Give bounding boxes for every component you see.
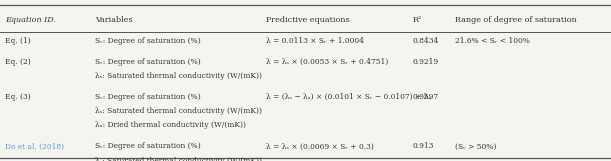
Text: λ = λₛ × (0.0069 × Sᵣ + 0.3): λ = λₛ × (0.0069 × Sᵣ + 0.3) (266, 142, 374, 150)
Text: 21.6% < Sᵣ < 100%: 21.6% < Sᵣ < 100% (455, 37, 530, 45)
Text: R²: R² (412, 16, 422, 24)
Text: λₛ: Saturated thermal conductivity (W/(mK)): λₛ: Saturated thermal conductivity (W/(m… (95, 156, 262, 161)
Text: Sᵣ: Degree of saturation (%): Sᵣ: Degree of saturation (%) (95, 93, 200, 101)
Text: λₐ: Dried thermal conductivity (W/(mK)): λₐ: Dried thermal conductivity (W/(mK)) (95, 121, 246, 129)
Text: Equation ID.: Equation ID. (5, 16, 56, 24)
Text: 0.8434: 0.8434 (412, 37, 439, 45)
Text: Sᵣ: Degree of saturation (%): Sᵣ: Degree of saturation (%) (95, 37, 200, 45)
Text: Variables: Variables (95, 16, 132, 24)
Text: λₛ: Saturated thermal conductivity (W/(mK)): λₛ: Saturated thermal conductivity (W/(m… (95, 72, 262, 80)
Text: Do et al. (2018): Do et al. (2018) (5, 142, 64, 150)
Text: Predictive equations: Predictive equations (266, 16, 349, 24)
Text: λ = 0.0113 × Sᵣ + 1.0004: λ = 0.0113 × Sᵣ + 1.0004 (266, 37, 364, 45)
Text: λₛ: Saturated thermal conductivity (W/(mK)): λₛ: Saturated thermal conductivity (W/(m… (95, 107, 262, 115)
Text: 0.9219: 0.9219 (412, 58, 439, 66)
Text: Sᵣ: Degree of saturation (%): Sᵣ: Degree of saturation (%) (95, 142, 200, 150)
Text: Range of degree of saturation: Range of degree of saturation (455, 16, 577, 24)
Text: 0.913: 0.913 (412, 142, 434, 150)
Text: Eq. (1): Eq. (1) (5, 37, 31, 45)
Text: λ = λₛ × (0.0053 × Sᵣ + 0.4751): λ = λₛ × (0.0053 × Sᵣ + 0.4751) (266, 58, 388, 66)
Text: (Sᵣ > 50%): (Sᵣ > 50%) (455, 142, 497, 150)
Text: Sᵣ: Degree of saturation (%): Sᵣ: Degree of saturation (%) (95, 58, 200, 66)
Text: Eq. (2): Eq. (2) (5, 58, 31, 66)
Text: 0.9597: 0.9597 (412, 93, 439, 101)
Text: Eq. (3): Eq. (3) (5, 93, 31, 101)
Text: λ = (λₛ − λₐ) × (0.0101 × Sᵣ − 0.0107) + λₐ: λ = (λₛ − λₐ) × (0.0101 × Sᵣ − 0.0107) +… (266, 93, 431, 101)
